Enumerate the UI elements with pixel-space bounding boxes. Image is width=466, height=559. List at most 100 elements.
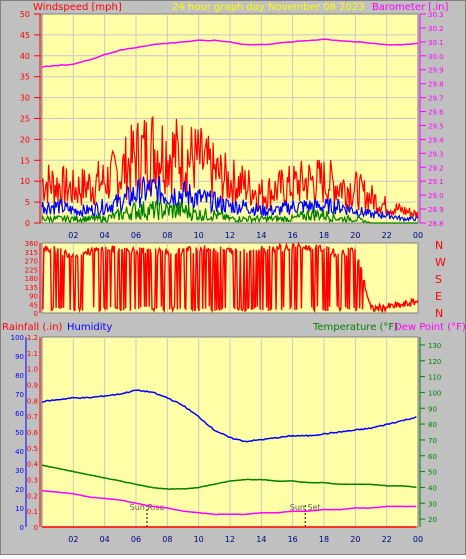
- rain-humidity-hour-label: 10: [194, 535, 204, 544]
- barometer-tick-label: 28.8: [428, 220, 444, 228]
- graph-title: 24 hour graph day November 08 2023: [172, 2, 365, 13]
- humidity-tick-label: 70: [15, 391, 24, 399]
- windspeed-tick-label: 5: [25, 198, 30, 207]
- series-wind-minimum: [41, 198, 418, 225]
- humidity-tick-label: 90: [15, 353, 24, 361]
- rainfall-tick-label: 0.6: [27, 429, 39, 437]
- rainfall-tick-label: 0.5: [27, 445, 38, 453]
- direction-tick-label: 315: [25, 249, 38, 257]
- wind-hour-label: 08: [162, 231, 172, 240]
- windspeed-tick-label: 30: [20, 94, 30, 103]
- windspeed-tick-label: 15: [20, 156, 30, 165]
- barometer-tick-label: 29.0: [428, 192, 444, 200]
- temperature-tick-label: 110: [428, 374, 441, 382]
- wind-hour-label: 18: [319, 231, 329, 240]
- temperature-tick-label: 20: [428, 516, 437, 524]
- humidity-tick-label: 10: [15, 505, 24, 513]
- barometer-tick-label: 29.8: [428, 81, 444, 89]
- barometer-tick-label: 29.3: [428, 150, 444, 158]
- wind-hour-label: 02: [68, 231, 78, 240]
- barometer-tick-label: 29.7: [428, 95, 444, 103]
- rain-humidity-hour-label: 00: [413, 535, 423, 544]
- wind-hour-label: 14: [256, 231, 266, 240]
- rain-humidity-hour-label: 08: [162, 535, 172, 544]
- barometer-tick-label: 29.9: [428, 67, 444, 75]
- humidity-tick-label: 20: [15, 486, 24, 494]
- direction-tick-label: 0: [34, 310, 38, 318]
- rainfall-tick-label: 0.7: [27, 413, 38, 421]
- wind-hour-label: 00: [413, 231, 423, 240]
- barometer-tick-label: 30.3: [428, 11, 444, 19]
- barometer-tick-label: 28.9: [428, 206, 444, 214]
- temperature-tick-label: 70: [428, 437, 437, 445]
- wind-hour-label: 12: [225, 231, 235, 240]
- wind-baro-panel: 0 5 10 15 20 25 30 35 40 45 50 28.8 28.9 29.0 29.1 29.2…: [20, 10, 444, 240]
- direction-tick-label: 135: [25, 284, 38, 292]
- temperature-label: Temperature (°F): [312, 322, 398, 333]
- direction-tick-label: 270: [25, 258, 38, 266]
- rainfall-tick-label: 0.2: [27, 492, 38, 500]
- humidity-tick-label: 60: [15, 410, 24, 418]
- rainfall-label: Rainfall (.in): [2, 322, 63, 333]
- rainfall-tick-label: 0.4: [27, 461, 39, 469]
- rain-humidity-hour-label: 20: [350, 535, 360, 544]
- rainfall-tick-label: 1.1: [27, 350, 38, 358]
- barometer-tick-label: 29.4: [428, 136, 444, 144]
- rain-humidity-hour-label: 12: [225, 535, 235, 544]
- series-humidity: [41, 389, 417, 443]
- series-wind-average: [41, 176, 419, 223]
- event-label-sun-set: Sun Set: [290, 503, 321, 512]
- wind-hour-label: 10: [194, 231, 204, 240]
- wind-hour-label: 22: [382, 231, 392, 240]
- temperature-tick-label: 60: [428, 453, 437, 461]
- temperature-tick-label: 130: [428, 342, 441, 350]
- temperature-tick-label: 50: [428, 469, 437, 477]
- humidity-tick-label: 40: [15, 448, 24, 456]
- barometer-tick-label: 29.6: [428, 109, 444, 117]
- barometer-tick-label: 29.1: [428, 178, 444, 186]
- rain-humidity-hour-label: 18: [319, 535, 329, 544]
- humidity-tick-label: 0: [20, 524, 24, 532]
- direction-letter-n-top: N: [435, 239, 443, 252]
- windspeed-tick-label: 45: [20, 31, 30, 40]
- direction-letter-w: W: [435, 256, 446, 269]
- barometer-tick-label: 30.2: [428, 25, 444, 33]
- rain-humidity-hour-label: 02: [68, 535, 78, 544]
- direction-tick-label: 360: [25, 240, 38, 248]
- humidity-tick-label: 80: [15, 372, 24, 380]
- wind-hour-label: 04: [100, 231, 110, 240]
- rain-humidity-hour-label: 22: [382, 535, 392, 544]
- barometer-tick-label: 30.1: [428, 39, 444, 47]
- rain-humidity-hour-label: 06: [131, 535, 141, 544]
- temperature-tick-label: 40: [428, 484, 437, 492]
- humidity-tick-label: 50: [15, 429, 24, 437]
- rain-humidity-hour-label: 16: [288, 535, 298, 544]
- direction-tick-label: 90: [29, 293, 38, 301]
- windspeed-tick-label: 10: [20, 177, 30, 186]
- series-wind-direction: [41, 241, 419, 314]
- windspeed-tick-label: 50: [20, 10, 30, 19]
- wind-hour-label: 20: [350, 231, 360, 240]
- direction-letter-s: S: [435, 273, 442, 286]
- windspeed-tick-label: 25: [20, 115, 30, 124]
- direction-tick-label: 180: [25, 275, 38, 283]
- rainfall-tick-label: 0.8: [27, 397, 38, 405]
- windspeed-tick-label: 20: [20, 135, 30, 144]
- temperature-tick-label: 80: [428, 421, 437, 429]
- event-label-sun-rise: Sun Rise: [130, 503, 165, 512]
- series-temperature-f: [41, 464, 417, 490]
- humidity-tick-label: 30: [15, 467, 24, 475]
- barometer-label: Barometer [.in]: [372, 2, 448, 13]
- humidity-label: Humidity: [67, 322, 112, 333]
- direction-letter-n-bottom: N: [435, 307, 443, 320]
- rainfall-tick-label: 0: [34, 524, 38, 532]
- barometer-tick-label: 29.5: [428, 122, 444, 130]
- rainfall-tick-label: 1.0: [27, 366, 38, 374]
- windspeed-tick-label: 35: [20, 73, 30, 82]
- direction-tick-label: 225: [25, 266, 38, 274]
- humidity-tick-label: 100: [11, 334, 24, 342]
- windspeed-tick-label: 0: [25, 219, 30, 228]
- direction-letter-e: E: [435, 290, 442, 303]
- temperature-tick-label: 90: [428, 405, 437, 413]
